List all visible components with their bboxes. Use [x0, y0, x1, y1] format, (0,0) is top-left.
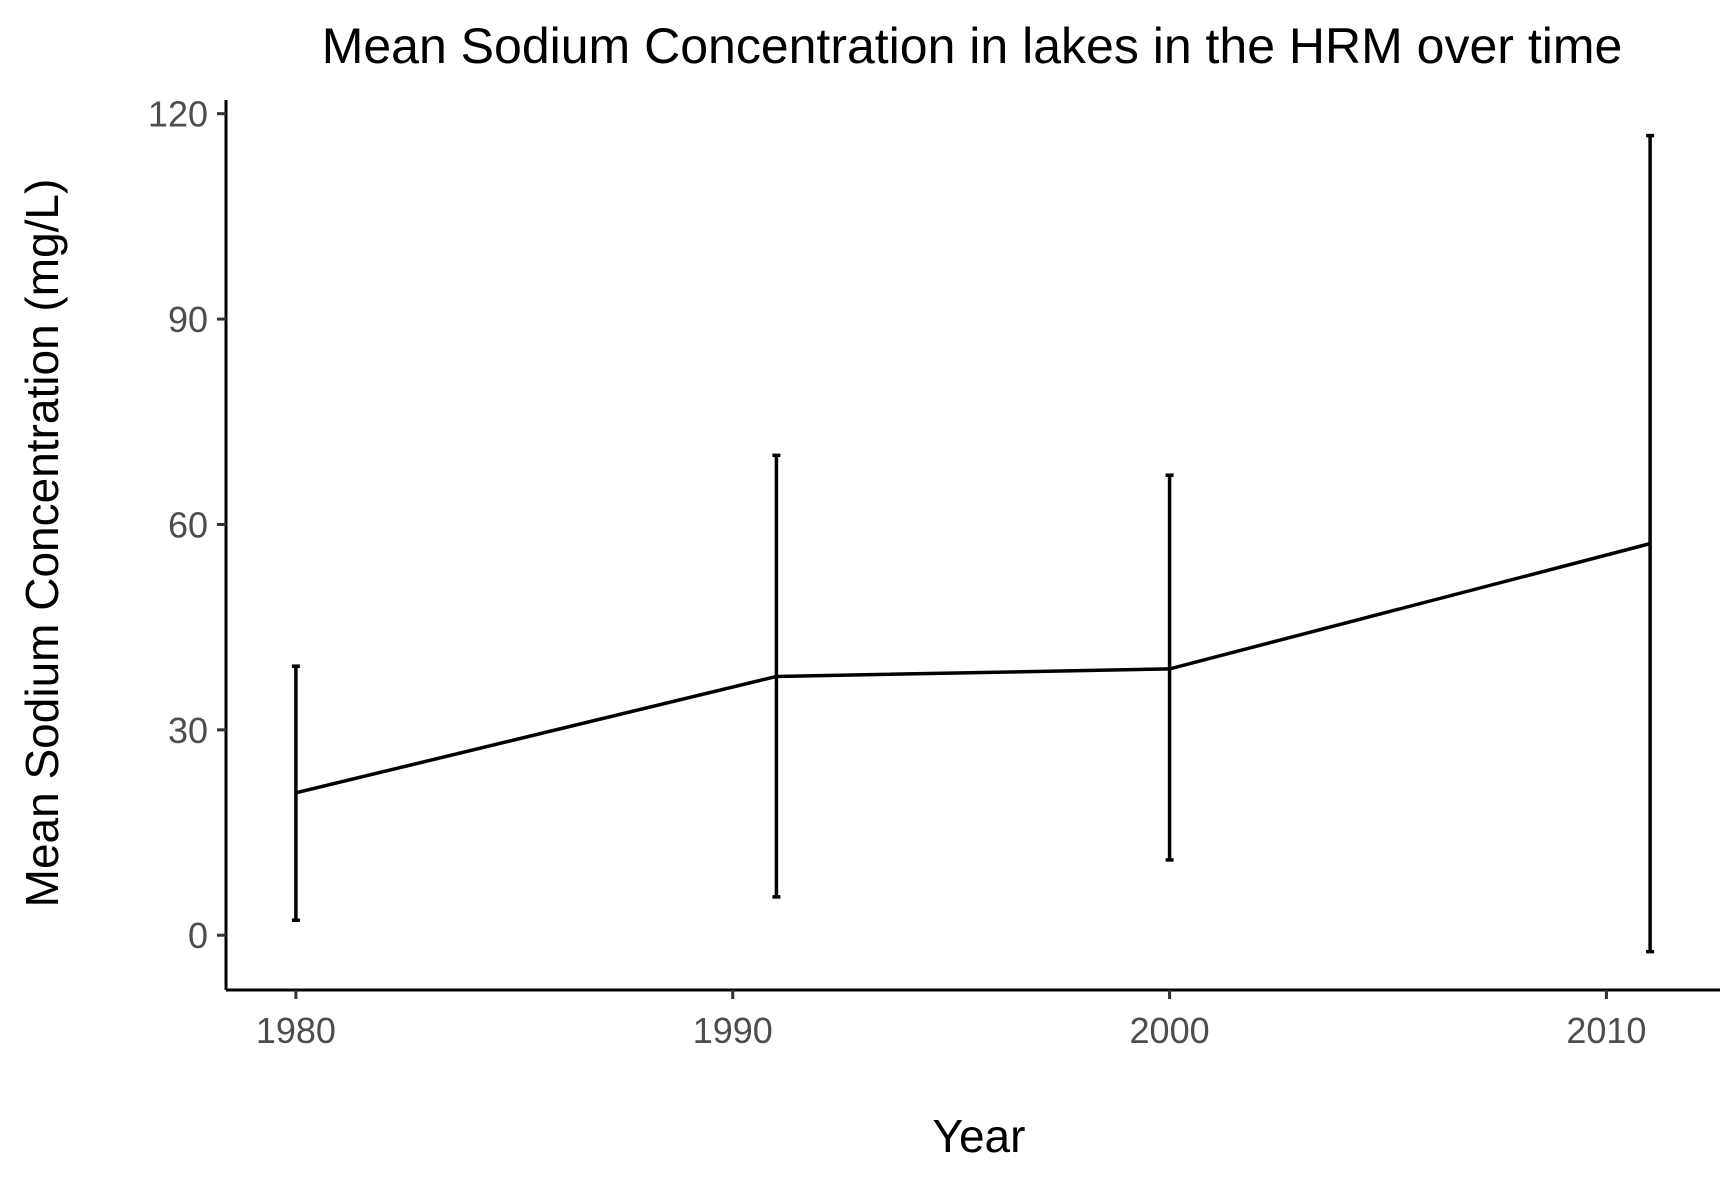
- plot-area: 0 30 60 90 120 1980 1990 2000 2010: [148, 94, 1720, 1051]
- chart-title: Mean Sodium Concentration in lakes in th…: [322, 18, 1623, 74]
- y-tick-label: 30: [168, 710, 208, 751]
- x-axis-title: Year: [933, 1110, 1026, 1162]
- x-tick-label: 1980: [256, 1010, 336, 1051]
- y-tick-label: 60: [168, 504, 208, 545]
- x-tick-label: 2010: [1566, 1010, 1646, 1051]
- y-tick-label: 120: [148, 94, 208, 135]
- series-line: [295, 541, 1651, 795]
- y-axis-title: Mean Sodium Concentration (mg/L): [16, 179, 68, 908]
- x-tick-label: 2000: [1130, 1010, 1210, 1051]
- x-tick-label: 1990: [693, 1010, 773, 1051]
- y-tick-label: 90: [168, 299, 208, 340]
- y-tick-label: 0: [188, 915, 208, 956]
